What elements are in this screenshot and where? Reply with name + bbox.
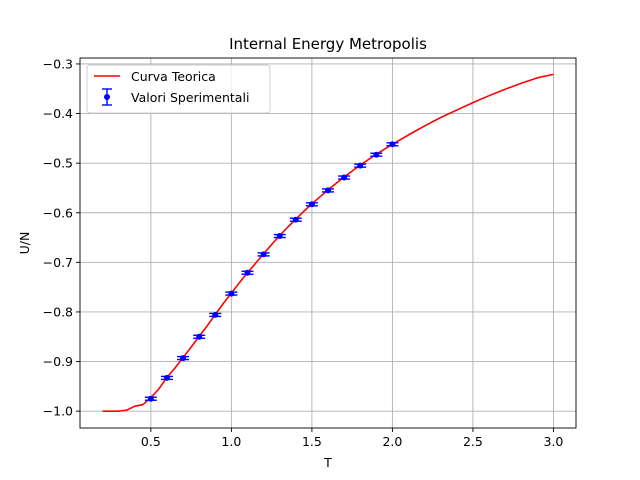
grid [80, 58, 576, 428]
theory-curve-line [102, 73, 554, 412]
data-point-marker [308, 201, 315, 208]
experimental-point [160, 374, 173, 381]
y-tick-label: −0.8 [43, 304, 73, 319]
experimental-point [225, 290, 238, 297]
data-point-marker [163, 374, 170, 381]
legend-label-theory: Curva Teorica [131, 69, 216, 84]
x-tick-label: 2.5 [463, 434, 483, 449]
x-tick-label: 2.0 [382, 434, 402, 449]
y-tick-label: −0.7 [43, 255, 73, 270]
data-point-marker [180, 355, 187, 362]
experimental-point [305, 201, 318, 208]
data-point-marker [389, 141, 396, 148]
data-point-marker [260, 251, 267, 258]
axes-background [80, 58, 576, 428]
y-tick-label: −0.5 [43, 156, 73, 171]
experimental-point [257, 251, 270, 258]
experimental-point [338, 174, 351, 181]
data-point-marker [341, 174, 348, 181]
series-layer [102, 73, 554, 412]
experimental-point [209, 311, 222, 318]
experimental-point [241, 269, 254, 276]
y-tick-label: −0.6 [43, 205, 73, 220]
data-point-marker [228, 290, 235, 297]
x-tick-label: 0.5 [141, 434, 161, 449]
data-point-marker [325, 187, 331, 194]
data-point-marker [373, 151, 380, 158]
experimental-point [193, 333, 206, 340]
data-point-marker [147, 395, 154, 402]
axes-frame [79, 57, 577, 429]
legend-errorbar-marker [102, 88, 112, 106]
y-tick-label: −0.4 [43, 106, 73, 121]
y-tick-label: −0.3 [43, 56, 73, 71]
x-axis-label: T [323, 455, 332, 470]
experimental-point [273, 233, 286, 240]
data-point-marker [276, 233, 283, 240]
legend-label-experimental: Valori Sperimentali [131, 90, 249, 105]
legend: Curva Teorica Valori Sperimentali [86, 64, 271, 114]
data-point-marker [196, 333, 203, 340]
x-tick-label: 3.0 [544, 434, 564, 449]
data-point-marker [357, 162, 364, 169]
chart-title: Internal Energy Metropolis [229, 35, 427, 53]
data-point-marker [212, 311, 219, 318]
experimental-point [354, 162, 367, 169]
experimental-point [386, 141, 399, 148]
x-tick-label: 1.0 [221, 434, 241, 449]
legend-frame [86, 64, 271, 114]
y-axis-label: U/N [17, 232, 32, 255]
data-point-marker [292, 216, 299, 223]
experimental-point [289, 216, 302, 223]
experimental-point [144, 395, 157, 402]
experimental-point [177, 355, 190, 362]
plot-area: 0.5 1.0 1.5 2.0 2.5 3.0 −1.0 −0.9 −0.8 −0.7 −0.6 −0… [43, 56, 577, 449]
experimental-point [370, 151, 383, 158]
experimental-point [322, 187, 334, 194]
y-tick-label: −1.0 [43, 404, 73, 419]
ticks: 0.5 1.0 1.5 2.0 2.5 3.0 −1.0 −0.9 −0.8 −0.7 −0.6 −0… [43, 56, 564, 449]
y-tick-label: −0.9 [43, 354, 73, 369]
data-point-marker [244, 269, 251, 276]
x-tick-label: 1.5 [302, 434, 322, 449]
